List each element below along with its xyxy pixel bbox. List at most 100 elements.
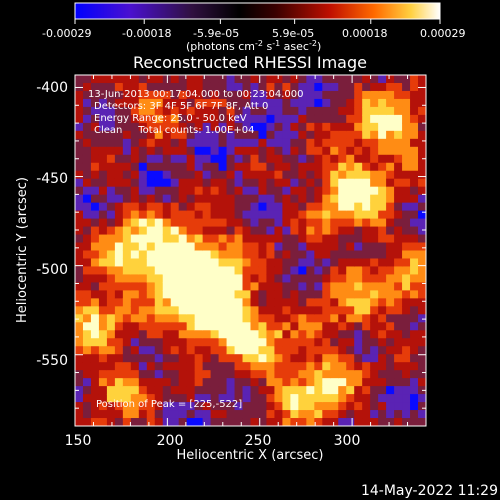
heatmap-cell [210, 90, 220, 100]
heatmap-cell [282, 250, 291, 260]
heatmap-cell [378, 202, 387, 212]
heatmap-cell [346, 242, 355, 252]
heatmap-cell [322, 82, 331, 92]
heatmap-cell [234, 226, 244, 236]
heatmap-cell [282, 90, 291, 100]
heatmap-cell [146, 346, 156, 355]
heatmap-cell [202, 306, 212, 315]
heatmap-cell [226, 402, 236, 411]
heatmap-cell [98, 266, 108, 276]
heatmap-cell [82, 266, 92, 276]
heatmap-cell [138, 98, 148, 108]
heatmap-cell [410, 202, 419, 212]
heatmap-cell [194, 322, 204, 331]
heatmap-cell [330, 386, 339, 395]
heatmap-cell [378, 178, 387, 188]
heatmap-cell [418, 354, 426, 363]
heatmap-cell [106, 122, 116, 132]
heatmap-cell [402, 394, 411, 403]
heatmap-cell [386, 242, 395, 252]
colorbar: -0.00029 -0.00018 -5.9e-05 5.9e-05 0.000… [42, 2, 466, 53]
heatmap-cell [314, 90, 323, 100]
heatmap-cell [138, 394, 148, 403]
heatmap-cell [122, 274, 132, 284]
heatmap-cell [338, 154, 347, 164]
heatmap-cell [346, 274, 355, 284]
heatmap-cell [194, 210, 204, 220]
heatmap-cell [114, 354, 124, 363]
heatmap-cell [378, 370, 387, 379]
heatmap-cell [154, 338, 164, 347]
heatmap-cell [90, 170, 100, 180]
heatmap-cell [146, 210, 156, 220]
heatmap-cell [210, 218, 220, 228]
heatmap-cell [266, 210, 276, 220]
heatmap-cell [170, 226, 180, 236]
heatmap-cell [338, 178, 347, 188]
heatmap-cell [186, 298, 196, 307]
heatmap-cell [258, 210, 268, 220]
heatmap-cell [322, 402, 331, 411]
heatmap-cell [362, 226, 371, 236]
heatmap-cell [218, 346, 228, 355]
heatmap-cell [170, 178, 180, 188]
heatmap-cell [322, 122, 331, 132]
heatmap-cell [306, 210, 315, 220]
heatmap-cell [290, 394, 299, 403]
heatmap-cell [282, 186, 291, 196]
heatmap-cell [202, 346, 212, 355]
heatmap-cell [418, 186, 426, 196]
heatmap-cell [258, 338, 268, 347]
heatmap-cell [242, 370, 252, 379]
heatmap-cell [354, 218, 363, 228]
heatmap-cell [314, 234, 323, 244]
heatmap-cell [370, 170, 379, 180]
heatmap-cell [346, 378, 355, 387]
heatmap-cell [82, 274, 92, 284]
heatmap-cell [290, 362, 299, 371]
heatmap-cell [410, 170, 419, 180]
heatmap-cell [90, 370, 100, 379]
heatmap-cell [162, 266, 172, 276]
heatmap-cell [314, 362, 323, 371]
heatmap-cell [266, 338, 276, 347]
heatmap-cell [178, 258, 188, 268]
heatmap-cell [306, 298, 315, 307]
heatmap-cell [354, 314, 363, 323]
heatmap-cell [186, 346, 196, 355]
heatmap-cell [274, 122, 284, 132]
heatmap-cell [154, 258, 164, 268]
heatmap-cell [82, 290, 92, 299]
heatmap-cell [386, 234, 395, 244]
heatmap-cell [90, 130, 100, 140]
heatmap-cell [218, 362, 228, 371]
heatmap-cell [210, 98, 220, 108]
heatmap-cell [386, 162, 395, 172]
heatmap-cell [122, 354, 132, 363]
heatmap-cell [394, 298, 403, 307]
heatmap-cell [314, 274, 323, 284]
heatmap-cell [170, 258, 180, 268]
heatmap-cell [82, 218, 92, 228]
heatmap-cell [106, 170, 116, 180]
heatmap-cell [346, 234, 355, 244]
heatmap-cell [90, 258, 100, 268]
heatmap-cell [330, 226, 339, 236]
heatmap-cell [354, 226, 363, 236]
heatmap-cell [290, 330, 299, 339]
heatmap-cell [330, 298, 339, 307]
heatmap-cell [114, 258, 124, 268]
heatmap-cell [274, 306, 284, 315]
heatmap-cell [306, 242, 315, 252]
heatmap-cell [202, 234, 212, 244]
heatmap-cell [146, 138, 156, 148]
heatmap-cell [202, 266, 212, 276]
heatmap-cell [130, 402, 140, 411]
heatmap-cell [290, 130, 299, 140]
heatmap-cell [114, 274, 124, 284]
heatmap-cell [82, 138, 92, 148]
heatmap-cell [218, 378, 228, 387]
heatmap-cell [226, 386, 236, 395]
heatmap-cell [370, 274, 379, 284]
x-tick-label: 250 [245, 433, 272, 449]
